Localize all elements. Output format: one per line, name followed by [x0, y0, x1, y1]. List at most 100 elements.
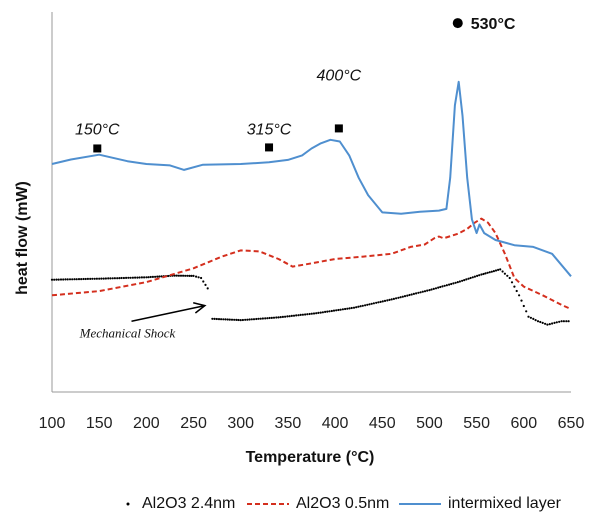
series-dot-marker	[330, 309, 333, 313]
series-dot-marker	[109, 277, 112, 280]
series-dot-marker	[239, 319, 242, 322]
series-dot-marker	[555, 321, 558, 324]
series-dot-marker	[252, 318, 256, 321]
series-dot-marker	[129, 276, 132, 279]
series-dot-marker	[408, 293, 411, 297]
series-dot-marker	[220, 318, 223, 321]
series-1	[51, 217, 572, 311]
series-dot-marker	[100, 277, 103, 280]
series-dot-marker	[275, 316, 278, 319]
series-dot-marker	[107, 277, 110, 280]
series-dot-marker	[226, 318, 229, 321]
series-dot-marker	[497, 268, 500, 271]
series-dot-marker	[315, 312, 318, 315]
series-dot-marker	[390, 298, 393, 301]
x-tick-label: 250	[180, 415, 207, 432]
x-tick-label: 300	[227, 415, 254, 432]
series-dot-marker	[206, 287, 209, 290]
series-dot-marker	[539, 320, 542, 324]
series-dot-marker	[478, 274, 481, 277]
series-dot-marker	[104, 277, 107, 280]
legend-item-al2o3-2-4nm: Al2O3 2.4nm	[120, 490, 235, 518]
series-dot-marker	[277, 316, 280, 319]
series-dot-marker	[125, 276, 128, 279]
series-dot-marker	[321, 311, 324, 314]
series-dot-marker	[173, 274, 176, 277]
series-dot-marker	[337, 308, 340, 312]
series-dot-marker	[467, 277, 470, 280]
series-dot-marker	[513, 285, 516, 288]
arrow-line	[131, 304, 206, 323]
series-dot-marker	[143, 276, 146, 279]
series-dot-marker	[310, 312, 313, 315]
series-dot-marker	[522, 304, 525, 308]
series-dot-marker	[140, 276, 143, 279]
series-dot-marker	[248, 318, 251, 321]
series-dot-marker	[290, 314, 293, 317]
series-dot-marker	[406, 294, 409, 297]
series-dot-marker	[501, 270, 504, 273]
series-dot-marker	[490, 270, 493, 273]
series-dot-marker	[131, 276, 134, 279]
series-dot-marker	[355, 306, 358, 309]
series-dot-marker	[84, 277, 87, 281]
series-dot-marker	[102, 277, 105, 280]
series-dot-marker	[401, 295, 404, 298]
series-dot-marker	[450, 282, 453, 286]
series-dot-marker	[412, 292, 415, 295]
series-dot-marker	[341, 308, 344, 311]
series-dot-marker	[379, 300, 382, 303]
series-dot-marker	[233, 318, 236, 321]
series-dot-marker	[241, 318, 244, 322]
series-dot-marker	[476, 274, 479, 277]
series-dot-marker	[434, 287, 438, 290]
series-dot-marker	[465, 278, 468, 281]
series-dot-marker	[541, 321, 544, 324]
series-dot-marker	[454, 281, 457, 284]
series-dot-marker	[197, 276, 200, 279]
series-dot-marker	[397, 296, 400, 299]
series-dot-marker	[503, 272, 506, 275]
series-dot-marker	[443, 284, 446, 287]
series-dot-marker	[182, 274, 185, 277]
chart: 100 150 200 250 300 350 400 450 500 550 600 650 150…	[14, 12, 584, 466]
series-dot-marker	[558, 320, 561, 323]
series-dot-marker	[469, 276, 472, 280]
x-tick-label: 550	[463, 415, 490, 432]
series-dot-marker	[562, 320, 566, 323]
series-dot-marker	[222, 318, 225, 321]
series-dot-marker	[190, 274, 193, 277]
series-dot-marker	[77, 278, 81, 281]
legend-item-intermixed-layer: intermixed layer	[398, 490, 561, 518]
series-dot-marker	[89, 277, 92, 280]
series-dot-marker	[565, 320, 568, 323]
square-marker	[93, 144, 102, 153]
series-dot-marker	[217, 318, 221, 321]
series-dot-marker	[366, 303, 369, 306]
series-dot-marker	[200, 276, 203, 280]
series-dot-marker	[62, 278, 65, 281]
series-dot-marker	[215, 317, 218, 321]
series-dot-marker	[82, 277, 85, 281]
series-dot-marker	[175, 274, 178, 277]
series-dot-marker	[286, 315, 289, 318]
legend-item-al2o3-0-5nm: Al2O3 0.5nm	[246, 490, 389, 518]
series-dot-marker	[448, 283, 451, 286]
series-dot-marker	[445, 284, 448, 287]
series-dot-marker	[120, 276, 123, 280]
series-dot-marker	[403, 295, 407, 298]
series-dot-marker	[261, 317, 264, 320]
series-dot-marker	[237, 318, 240, 322]
series-dot-marker	[510, 281, 514, 284]
series-dot-marker	[312, 312, 316, 315]
series-dot-marker	[392, 297, 395, 300]
series-dot-marker	[211, 317, 214, 320]
series-dot-marker	[230, 318, 234, 321]
square-marker	[334, 124, 343, 133]
series-dot-marker	[134, 276, 137, 279]
series-dot-marker	[186, 274, 189, 277]
series-dot-marker	[53, 278, 56, 281]
series-dot-marker	[359, 305, 362, 308]
series-dot-marker	[350, 306, 353, 310]
series-dot-marker	[432, 287, 435, 290]
